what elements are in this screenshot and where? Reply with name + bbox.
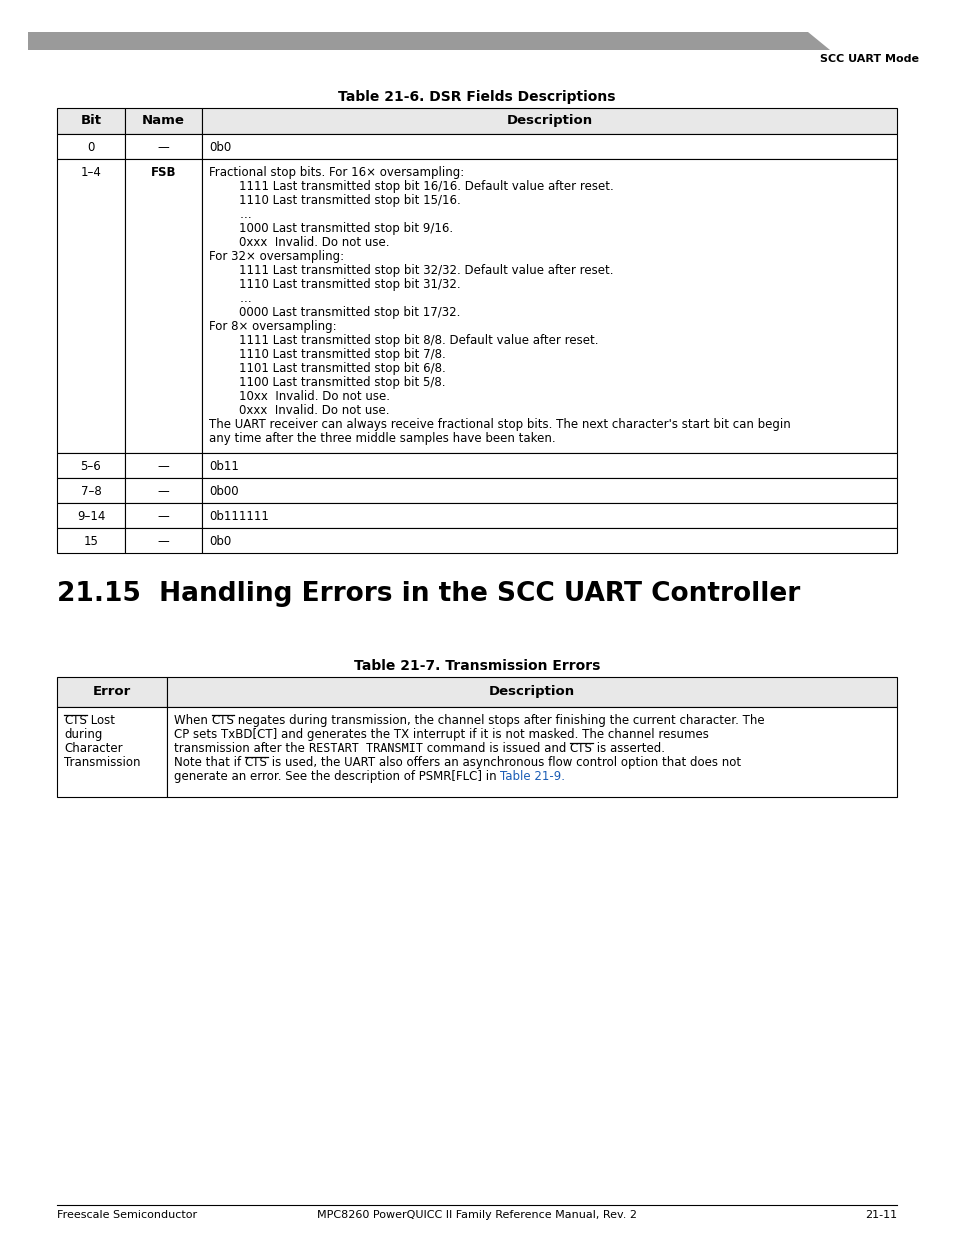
Text: command is issued and: command is issued and [422, 742, 569, 755]
Bar [125, 478, 202, 503]
Text: during: during [64, 727, 102, 741]
Text: 1111 Last transmitted stop bit 32/32. Default value after reset.: 1111 Last transmitted stop bit 32/32. De… [239, 264, 614, 277]
Text: SCC UART Mode: SCC UART Mode [820, 54, 918, 64]
Text: The UART receiver can always receive fractional stop bits. The next character's : The UART receiver can always receive fra… [209, 417, 790, 431]
Text: negates during transmission, the channel stops after finishing the current chara: negates during transmission, the channel… [234, 714, 764, 727]
Text: 0: 0 [88, 141, 94, 154]
Bar [202, 453, 896, 478]
Text: 1110 Last transmitted stop bit 15/16.: 1110 Last transmitted stop bit 15/16. [239, 194, 460, 207]
Text: 1110 Last transmitted stop bit 7/8.: 1110 Last transmitted stop bit 7/8. [239, 348, 446, 361]
Bar [202, 159, 896, 453]
Text: 15: 15 [84, 535, 98, 548]
Text: Transmission: Transmission [64, 756, 140, 769]
Text: MPC8260 PowerQUICC II Family Reference Manual, Rev. 2: MPC8260 PowerQUICC II Family Reference M… [316, 1210, 637, 1220]
Bar [57, 706, 167, 797]
Text: Note that if: Note that if [173, 756, 245, 769]
Bar [202, 529, 896, 553]
Bar [57, 503, 125, 529]
Text: 9–14: 9–14 [77, 510, 105, 522]
Text: 0000 Last transmitted stop bit 17/32.: 0000 Last transmitted stop bit 17/32. [239, 306, 460, 319]
Bar [125, 107, 202, 135]
Text: Name: Name [142, 114, 185, 127]
Bar [125, 529, 202, 553]
Text: CTS: CTS [212, 714, 234, 727]
Text: 1–4: 1–4 [80, 165, 101, 179]
Text: —: — [157, 510, 170, 522]
Text: For 32× oversampling:: For 32× oversampling: [209, 249, 344, 263]
Text: FSB: FSB [151, 165, 176, 179]
Text: Lost: Lost [87, 714, 114, 727]
Polygon shape [28, 32, 829, 49]
Text: 1101 Last transmitted stop bit 6/8.: 1101 Last transmitted stop bit 6/8. [239, 362, 446, 375]
Text: Table 21-9.: Table 21-9. [500, 769, 565, 783]
Bar [125, 503, 202, 529]
Text: 0b111111: 0b111111 [209, 510, 269, 522]
Text: When: When [173, 714, 212, 727]
Text: 21-11: 21-11 [864, 1210, 896, 1220]
Text: RESTART TRANSMIT: RESTART TRANSMIT [309, 742, 422, 755]
Text: Table 21-7. Transmission Errors: Table 21-7. Transmission Errors [354, 659, 599, 673]
Text: 10xx  Invalid. Do not use.: 10xx Invalid. Do not use. [239, 390, 390, 403]
Text: For 8× oversampling:: For 8× oversampling: [209, 320, 336, 333]
Bar [125, 135, 202, 159]
Text: 1111 Last transmitted stop bit 8/8. Default value after reset.: 1111 Last transmitted stop bit 8/8. Defa… [239, 333, 598, 347]
Text: is used, the UART also offers an asynchronous flow control option that does not: is used, the UART also offers an asynchr… [268, 756, 740, 769]
Text: CTS: CTS [64, 714, 87, 727]
Text: CP sets TxBD[CT] and generates the TX interrupt if it is not masked. The channel: CP sets TxBD[CT] and generates the TX in… [173, 727, 708, 741]
Text: 1000 Last transmitted stop bit 9/16.: 1000 Last transmitted stop bit 9/16. [239, 222, 453, 235]
Text: 0b0: 0b0 [209, 141, 231, 154]
Bar [57, 478, 125, 503]
Bar [57, 529, 125, 553]
Text: 0b00: 0b00 [209, 485, 238, 498]
Text: Description: Description [506, 114, 592, 127]
Text: 0xxx  Invalid. Do not use.: 0xxx Invalid. Do not use. [239, 236, 390, 249]
Bar [57, 677, 167, 706]
Text: transmission after the: transmission after the [173, 742, 309, 755]
Text: 7–8: 7–8 [81, 485, 101, 498]
Bar [125, 453, 202, 478]
Text: Freescale Semiconductor: Freescale Semiconductor [57, 1210, 197, 1220]
Text: 5–6: 5–6 [81, 459, 101, 473]
Bar [125, 159, 202, 453]
Text: 1100 Last transmitted stop bit 5/8.: 1100 Last transmitted stop bit 5/8. [239, 375, 445, 389]
Text: generate an error. See the description of PSMR[FLC] in: generate an error. See the description o… [173, 769, 500, 783]
Bar [202, 503, 896, 529]
Text: —: — [157, 459, 170, 473]
Text: 0xxx  Invalid. Do not use.: 0xxx Invalid. Do not use. [239, 404, 390, 417]
Bar [167, 677, 896, 706]
Text: 1110 Last transmitted stop bit 31/32.: 1110 Last transmitted stop bit 31/32. [239, 278, 460, 291]
Text: is asserted.: is asserted. [592, 742, 664, 755]
Text: —: — [157, 535, 170, 548]
Text: …: … [239, 291, 251, 305]
Bar [202, 478, 896, 503]
Text: Description: Description [489, 685, 575, 698]
Bar [57, 107, 125, 135]
Text: 0b11: 0b11 [209, 459, 238, 473]
Text: any time after the three middle samples have been taken.: any time after the three middle samples … [209, 432, 555, 445]
Text: CTS: CTS [569, 742, 592, 755]
Bar [202, 135, 896, 159]
Text: 21.15  Handling Errors in the SCC UART Controller: 21.15 Handling Errors in the SCC UART Co… [57, 580, 800, 606]
Text: —: — [157, 141, 170, 154]
Text: Fractional stop bits. For 16× oversampling:: Fractional stop bits. For 16× oversampli… [209, 165, 464, 179]
Text: Error: Error [92, 685, 131, 698]
Text: Table 21-6. DSR Fields Descriptions: Table 21-6. DSR Fields Descriptions [338, 90, 615, 104]
Text: 0b0: 0b0 [209, 535, 231, 548]
Text: 1111 Last transmitted stop bit 16/16. Default value after reset.: 1111 Last transmitted stop bit 16/16. De… [239, 180, 614, 193]
Text: CTS: CTS [245, 756, 268, 769]
Text: —: — [157, 485, 170, 498]
Bar [57, 135, 125, 159]
Text: …: … [239, 207, 251, 221]
Bar [57, 453, 125, 478]
Bar [167, 706, 896, 797]
Text: Bit: Bit [80, 114, 101, 127]
Bar [202, 107, 896, 135]
Text: Character: Character [64, 742, 123, 755]
Bar [57, 159, 125, 453]
